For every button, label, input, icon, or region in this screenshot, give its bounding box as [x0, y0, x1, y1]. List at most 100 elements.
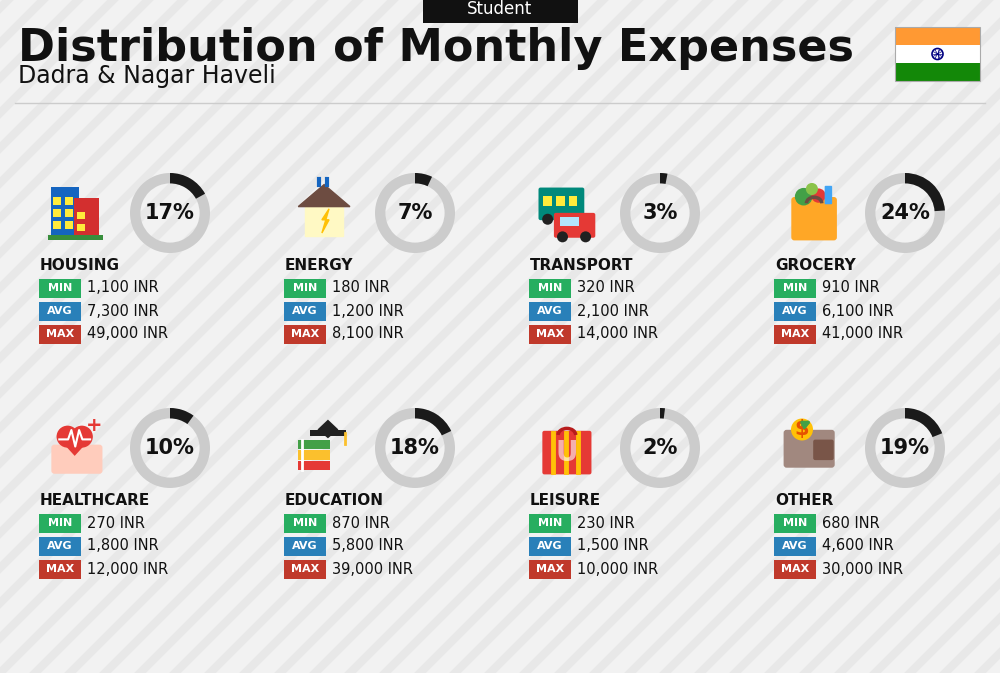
- Wedge shape: [620, 173, 700, 253]
- Polygon shape: [57, 437, 92, 456]
- FancyBboxPatch shape: [39, 324, 81, 343]
- Text: 4,600 INR: 4,600 INR: [822, 538, 894, 553]
- Wedge shape: [905, 408, 942, 437]
- Circle shape: [580, 232, 591, 242]
- Polygon shape: [305, 207, 343, 236]
- Text: 270 INR: 270 INR: [87, 516, 145, 530]
- Text: MIN: MIN: [48, 518, 72, 528]
- FancyBboxPatch shape: [543, 196, 552, 205]
- FancyBboxPatch shape: [774, 324, 816, 343]
- FancyBboxPatch shape: [65, 209, 73, 217]
- Text: 180 INR: 180 INR: [332, 281, 390, 295]
- Text: 870 INR: 870 INR: [332, 516, 390, 530]
- FancyBboxPatch shape: [529, 279, 571, 297]
- FancyBboxPatch shape: [53, 197, 61, 205]
- FancyBboxPatch shape: [774, 513, 816, 532]
- Circle shape: [542, 214, 553, 225]
- Wedge shape: [865, 408, 945, 488]
- Text: U: U: [556, 439, 578, 467]
- Text: 5,800 INR: 5,800 INR: [332, 538, 404, 553]
- Text: Dadra & Nagar Haveli: Dadra & Nagar Haveli: [18, 64, 276, 88]
- Text: AVG: AVG: [47, 541, 73, 551]
- Text: 14,000 INR: 14,000 INR: [577, 326, 658, 341]
- FancyBboxPatch shape: [48, 235, 103, 240]
- FancyBboxPatch shape: [774, 536, 816, 555]
- Text: TRANSPORT: TRANSPORT: [530, 258, 634, 273]
- Text: 41,000 INR: 41,000 INR: [822, 326, 903, 341]
- FancyBboxPatch shape: [529, 536, 571, 555]
- Text: 10%: 10%: [145, 438, 195, 458]
- FancyBboxPatch shape: [284, 536, 326, 555]
- Text: 230 INR: 230 INR: [577, 516, 635, 530]
- FancyBboxPatch shape: [813, 439, 834, 460]
- FancyBboxPatch shape: [542, 431, 591, 474]
- FancyBboxPatch shape: [560, 217, 579, 226]
- Polygon shape: [298, 184, 350, 207]
- Text: 18%: 18%: [390, 438, 440, 458]
- Text: AVG: AVG: [782, 541, 808, 551]
- FancyBboxPatch shape: [895, 45, 980, 63]
- FancyBboxPatch shape: [825, 186, 832, 205]
- FancyBboxPatch shape: [529, 302, 571, 320]
- FancyBboxPatch shape: [51, 445, 102, 474]
- Text: MIN: MIN: [48, 283, 72, 293]
- FancyBboxPatch shape: [529, 324, 571, 343]
- Text: 8,100 INR: 8,100 INR: [332, 326, 404, 341]
- FancyBboxPatch shape: [774, 302, 816, 320]
- Text: 39,000 INR: 39,000 INR: [332, 561, 413, 577]
- Text: MIN: MIN: [293, 518, 317, 528]
- Text: MIN: MIN: [538, 283, 562, 293]
- Text: 6,100 INR: 6,100 INR: [822, 304, 894, 318]
- Text: MIN: MIN: [783, 518, 807, 528]
- Text: OTHER: OTHER: [775, 493, 833, 508]
- FancyBboxPatch shape: [298, 450, 330, 460]
- Text: MAX: MAX: [781, 329, 809, 339]
- Text: AVG: AVG: [537, 306, 563, 316]
- Text: MIN: MIN: [783, 283, 807, 293]
- Text: 320 INR: 320 INR: [577, 281, 635, 295]
- Text: MAX: MAX: [781, 564, 809, 574]
- Text: AVG: AVG: [782, 306, 808, 316]
- Text: HEALTHCARE: HEALTHCARE: [40, 493, 150, 508]
- Text: AVG: AVG: [292, 306, 318, 316]
- Circle shape: [811, 188, 826, 203]
- Text: 1,800 INR: 1,800 INR: [87, 538, 159, 553]
- Text: Distribution of Monthly Expenses: Distribution of Monthly Expenses: [18, 26, 854, 69]
- FancyBboxPatch shape: [53, 209, 61, 217]
- FancyBboxPatch shape: [529, 513, 571, 532]
- FancyBboxPatch shape: [310, 429, 346, 435]
- Text: Student: Student: [467, 0, 533, 18]
- Text: 24%: 24%: [880, 203, 930, 223]
- Text: EDUCATION: EDUCATION: [285, 493, 384, 508]
- Wedge shape: [660, 408, 665, 419]
- FancyBboxPatch shape: [284, 559, 326, 579]
- FancyBboxPatch shape: [298, 440, 330, 450]
- Text: MAX: MAX: [46, 564, 74, 574]
- Text: MAX: MAX: [46, 329, 74, 339]
- Text: 3%: 3%: [642, 203, 678, 223]
- Text: +: +: [86, 416, 103, 435]
- Wedge shape: [375, 173, 455, 253]
- Circle shape: [791, 419, 813, 441]
- Text: ENERGY: ENERGY: [285, 258, 354, 273]
- Text: $: $: [795, 419, 809, 439]
- Text: 680 INR: 680 INR: [822, 516, 880, 530]
- Text: 12,000 INR: 12,000 INR: [87, 561, 168, 577]
- Circle shape: [557, 232, 568, 242]
- Text: 1,200 INR: 1,200 INR: [332, 304, 404, 318]
- FancyBboxPatch shape: [774, 559, 816, 579]
- FancyBboxPatch shape: [39, 302, 81, 320]
- FancyBboxPatch shape: [50, 187, 79, 236]
- Text: 1,100 INR: 1,100 INR: [87, 281, 159, 295]
- Wedge shape: [660, 173, 667, 184]
- FancyBboxPatch shape: [895, 63, 980, 81]
- Text: 7,300 INR: 7,300 INR: [87, 304, 159, 318]
- Text: GROCERY: GROCERY: [775, 258, 856, 273]
- Circle shape: [566, 214, 577, 225]
- Wedge shape: [415, 408, 451, 435]
- Wedge shape: [130, 408, 210, 488]
- FancyBboxPatch shape: [895, 27, 980, 45]
- FancyBboxPatch shape: [65, 197, 73, 205]
- Wedge shape: [170, 173, 205, 199]
- Text: 7%: 7%: [397, 203, 433, 223]
